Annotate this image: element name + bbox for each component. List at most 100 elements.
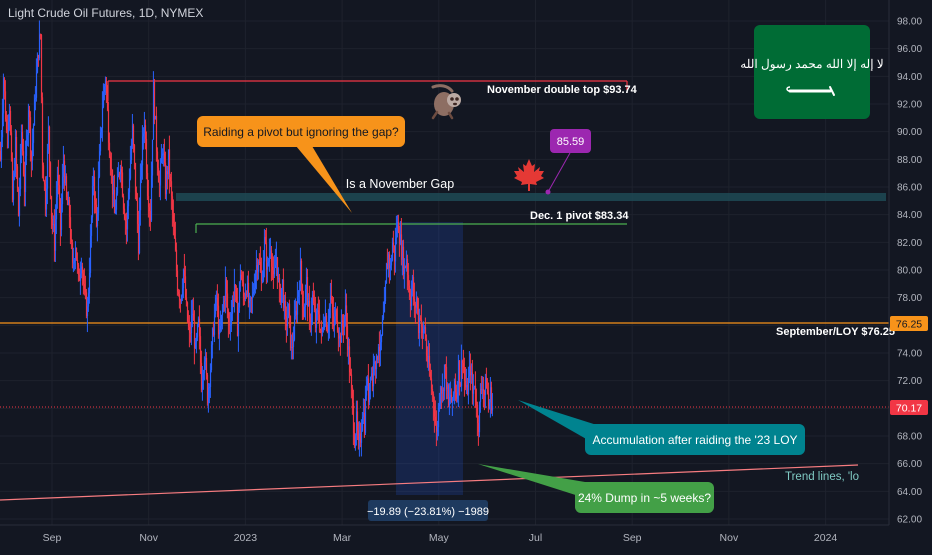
candle-body: [62, 176, 64, 205]
candle-body: [195, 342, 197, 349]
candle-body: [107, 93, 109, 110]
candle-body: [248, 282, 250, 303]
candle-body: [85, 289, 87, 293]
candle-body: [366, 385, 368, 396]
candle-body: [299, 290, 301, 292]
candle-body: [281, 288, 283, 303]
candle-body: [90, 235, 92, 273]
candle-body: [349, 346, 351, 373]
candle-body: [374, 361, 376, 364]
candle-body: [411, 290, 413, 307]
candle-body: [167, 171, 169, 175]
candle-body: [317, 310, 319, 312]
candle-body: [351, 374, 353, 388]
candle-body: [490, 387, 492, 403]
candle-body: [98, 176, 100, 214]
candle-body: [320, 328, 322, 331]
saudi-flag-icon: لا إله إلا الله محمد رسول الله: [740, 25, 884, 119]
candle-body: [38, 55, 40, 58]
candle-body: [72, 242, 74, 263]
candle-body: [383, 312, 385, 319]
candle-body: [247, 282, 249, 295]
candle-body: [296, 310, 298, 315]
candle-body: [161, 155, 163, 164]
candle-body: [426, 338, 428, 356]
candle-body: [77, 259, 79, 265]
candle-body: [232, 299, 234, 314]
candle-body: [91, 217, 93, 236]
candle-body: [267, 262, 269, 270]
y-tick-label: 62.00: [897, 515, 922, 526]
candle-body: [254, 288, 256, 292]
candle-body: [388, 254, 390, 270]
candle-body: [337, 320, 339, 331]
candle-body: [417, 297, 419, 309]
candle-body: [257, 265, 259, 272]
candle-body: [325, 315, 327, 323]
candle-body: [175, 238, 177, 250]
accumulation-text: Accumulation after raiding the '23 LOY: [592, 433, 797, 447]
candle-body: [43, 165, 45, 182]
chart-title: Light Crude Oil Futures, 1D, NYMEX: [8, 6, 203, 20]
candles: [0, 20, 494, 457]
candle-body: [321, 330, 323, 332]
candle-body: [428, 355, 430, 363]
candle-body: [221, 315, 223, 327]
candle-body: [15, 136, 17, 174]
candle-body: [470, 365, 472, 376]
candle-body: [188, 321, 190, 327]
candle-body: [262, 280, 264, 282]
y-tick-label: 78.00: [897, 293, 922, 304]
candle-body: [386, 263, 388, 284]
candle-body: [332, 299, 334, 313]
candle-body: [408, 275, 410, 286]
candle-body: [462, 360, 464, 364]
candle-body: [36, 72, 38, 98]
candle-body: [289, 303, 291, 316]
candle-body: [180, 300, 182, 302]
candle-body: [294, 316, 296, 340]
candle-body: [229, 323, 231, 326]
candle-body: [357, 411, 359, 431]
candle-body: [311, 312, 313, 325]
candle-body: [272, 266, 274, 271]
candle-body: [264, 237, 266, 262]
candle-body: [480, 388, 482, 403]
candle-body: [197, 325, 199, 338]
candle-body: [440, 388, 442, 404]
candle-body: [467, 384, 469, 395]
candle-body: [227, 293, 229, 312]
candle-body: [8, 121, 10, 133]
trend-lines-label: Trend lines, 'lo: [785, 471, 859, 483]
x-tick-label: May: [429, 532, 450, 544]
candle-body: [369, 383, 371, 403]
candle-body: [430, 371, 432, 379]
candle-body: [149, 207, 151, 212]
candle-body: [29, 110, 31, 118]
candle-body: [241, 274, 243, 280]
candle-body: [284, 300, 286, 308]
candle-body: [445, 364, 447, 367]
candle-body: [122, 172, 124, 197]
candle-body: [492, 406, 494, 411]
candle-body: [472, 372, 474, 394]
candle-body: [450, 394, 452, 398]
grid: [0, 0, 889, 525]
candle-body: [121, 169, 123, 173]
candle-body: [427, 355, 429, 363]
candle-body: [81, 266, 83, 274]
candle-body: [205, 357, 207, 362]
candle-body: [7, 130, 9, 133]
candle-body: [278, 277, 280, 280]
candle-body: [33, 125, 35, 144]
candle-body: [156, 116, 158, 152]
candle-body: [471, 372, 473, 376]
candle-body: [174, 222, 176, 239]
candle-body: [209, 387, 211, 389]
candle-body: [288, 303, 290, 318]
candle-body: [406, 258, 408, 268]
candle-body: [419, 317, 421, 334]
candle-body: [421, 319, 423, 328]
